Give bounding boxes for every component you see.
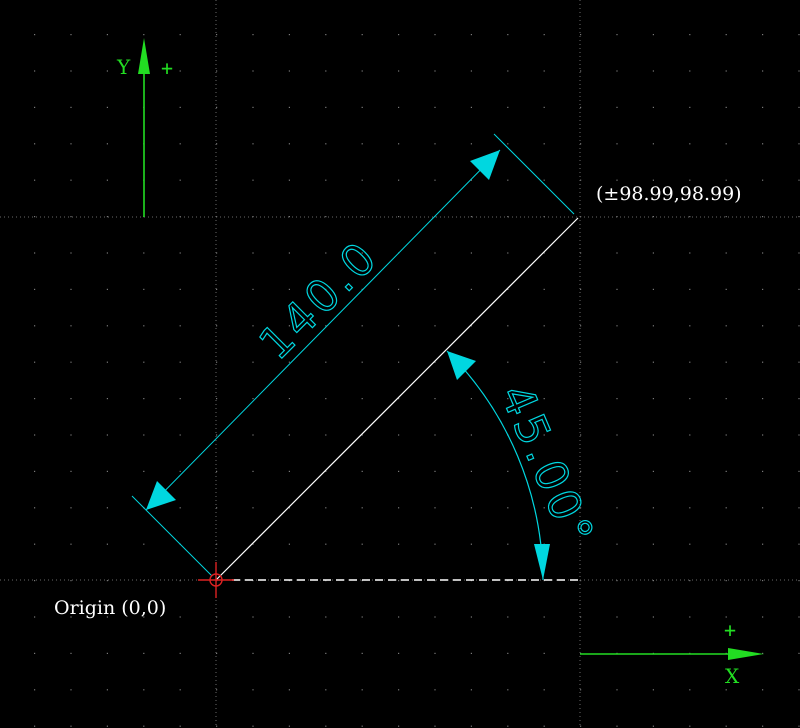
y-axis-indicator: Y + [116,38,173,217]
y-axis-arrow-icon [138,38,150,74]
y-axis-plus-sign: + [161,56,173,80]
dimension-arrow-end-icon [470,150,500,180]
origin-marker-icon[interactable] [198,562,234,598]
x-axis-indicator: + X [580,618,764,688]
dimension-extension-line-start [131,495,213,577]
x-axis-arrow-icon [728,648,764,660]
drawn-line[interactable] [215,217,579,581]
dimension-line [145,149,501,511]
angle-arrow-end-icon [534,544,550,580]
x-axis-plus-sign: + [724,618,736,642]
origin-label: Origin (0,0) [54,597,166,619]
y-axis-label: Y [116,55,131,79]
x-axis-label: X [725,664,740,688]
dimension-extension-line-end [493,133,575,215]
dimension-arrow-start-icon [146,481,176,510]
angle-arrow-start-icon [447,351,476,380]
endpoint-coordinate-label: (±98.99,98.99) [596,183,742,205]
grid-dots [34,34,800,727]
